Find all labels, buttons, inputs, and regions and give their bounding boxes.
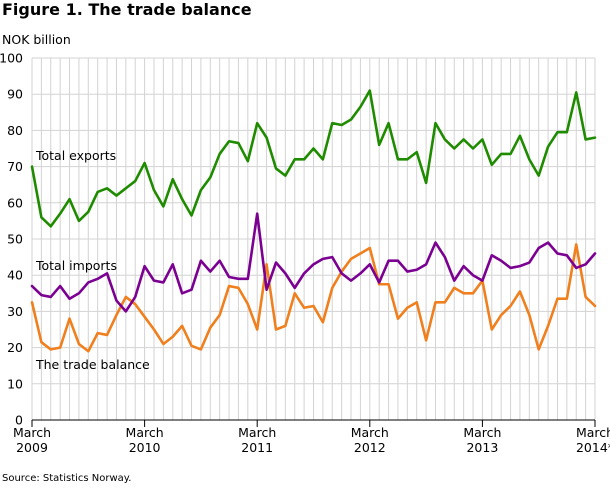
series-lines xyxy=(30,89,597,353)
axes xyxy=(31,419,596,427)
y-tick-label: 70 xyxy=(7,159,23,174)
x-tick-label-month: March xyxy=(13,425,51,440)
y-tick-label: 90 xyxy=(7,87,23,102)
y-tick-label: 10 xyxy=(7,376,23,391)
x-tick-label-month: March xyxy=(576,425,610,440)
y-axis-label: NOK billion xyxy=(2,32,71,47)
y-tick-label: 60 xyxy=(7,195,23,210)
series-line-total-exports xyxy=(30,89,597,228)
y-tick-label: 40 xyxy=(7,268,23,283)
x-tick-label-month: March xyxy=(126,425,164,440)
x-tick-label-year: 2009 xyxy=(16,440,48,455)
y-tick-label: 0 xyxy=(15,413,23,428)
x-tick-label-year: 2013 xyxy=(466,440,498,455)
series-label-total-imports: Total imports xyxy=(35,258,117,273)
series-label-the-trade-balance: The trade balance xyxy=(35,357,150,372)
x-tick-label-month: March xyxy=(351,425,389,440)
x-tick-label-month: March xyxy=(238,425,276,440)
x-tick-label-year: 2011 xyxy=(241,440,273,455)
figure-title: Figure 1. The trade balance xyxy=(2,0,252,19)
x-tick-label-year: 2012 xyxy=(354,440,386,455)
y-tick-label: 30 xyxy=(7,304,23,319)
source-note: Source: Statistics Norway. xyxy=(2,473,132,484)
series-line-the-trade-balance xyxy=(30,243,597,353)
y-tick-label: 80 xyxy=(7,123,23,138)
y-tick-label: 100 xyxy=(0,51,23,66)
series-line-total-imports xyxy=(30,212,597,313)
gridlines xyxy=(31,57,596,421)
series-label-total-exports: Total exports xyxy=(35,148,116,163)
x-tick-label-month: March xyxy=(463,425,501,440)
y-tick-label: 50 xyxy=(7,232,23,247)
x-tick-label-year: 2010 xyxy=(129,440,161,455)
x-tick-label-year: 2014* xyxy=(576,440,610,455)
y-tick-label: 20 xyxy=(7,340,23,355)
